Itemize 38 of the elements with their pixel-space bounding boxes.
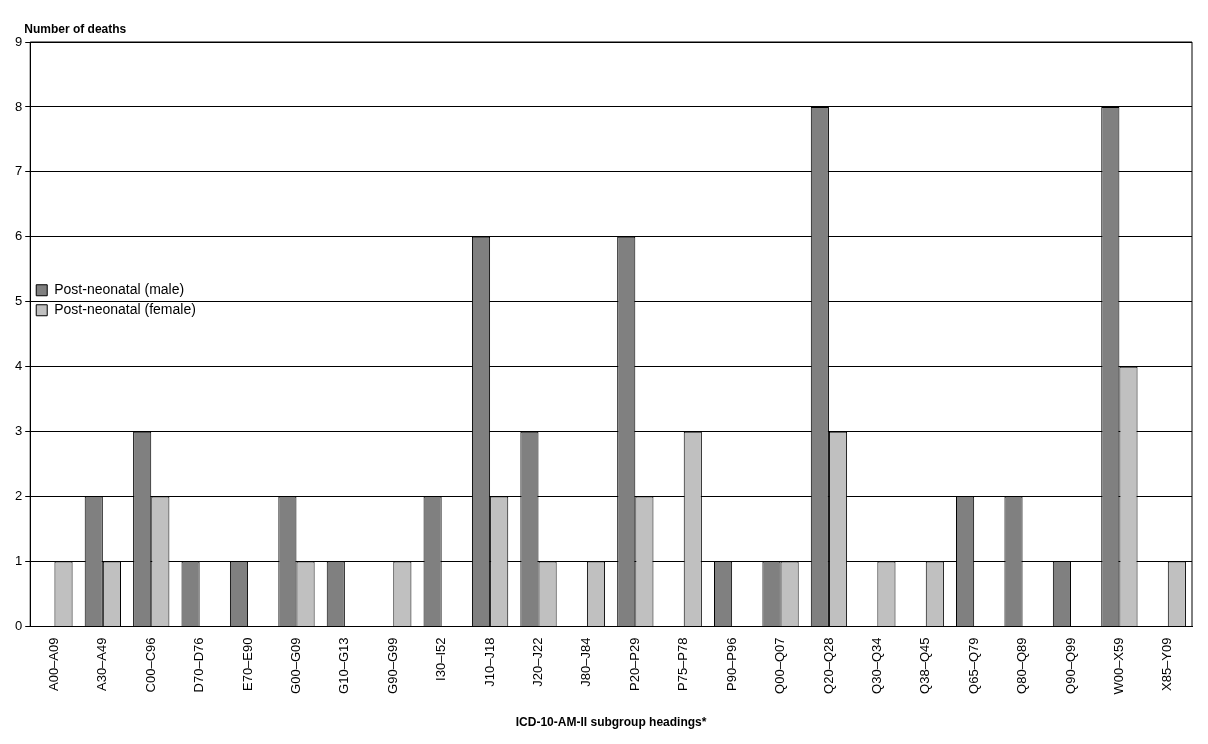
- x-tick-label: G90–G99: [384, 637, 400, 694]
- x-tick-label: X85–Y09: [1159, 637, 1175, 692]
- legend-label: Post-neonatal (male): [54, 281, 185, 298]
- y-tick-label: 3: [15, 423, 23, 439]
- x-tick-label: C00–C96: [142, 637, 158, 693]
- x-tick-label: D70–D76: [191, 637, 207, 693]
- y-tick-label: 4: [15, 358, 23, 374]
- x-tick-label: J80–J84: [578, 637, 594, 687]
- legend-label: Post-neonatal (female): [54, 301, 196, 318]
- x-axis-title: ICD-10-AM-II subgroup headings*: [515, 715, 707, 730]
- y-tick-label: 1: [15, 553, 23, 569]
- y-tick-label: 5: [15, 293, 23, 309]
- y-tick-label: 6: [15, 228, 23, 244]
- x-tick-label: P90–P96: [723, 637, 739, 692]
- x-tick-label: P75–P78: [675, 637, 691, 692]
- x-tick-label: Q65–Q79: [965, 637, 981, 694]
- y-tick-label: 9: [15, 33, 23, 49]
- x-tick-label: J10–J18: [481, 637, 497, 687]
- x-tick-label: G00–G09: [288, 637, 304, 694]
- x-tick-label: A30–A49: [94, 637, 110, 692]
- x-tick-label: Q80–Q89: [1014, 637, 1030, 694]
- x-tick-label: Q20–Q28: [820, 637, 836, 694]
- y-tick-label: 2: [15, 488, 23, 504]
- x-tick-label: W00–X59: [1110, 637, 1126, 695]
- y-tick-label: 8: [15, 98, 23, 114]
- y-tick-label: 7: [15, 163, 23, 179]
- x-tick-label: P20–P29: [626, 637, 642, 692]
- x-tick-label: Q00–Q07: [772, 637, 788, 694]
- x-tick-label: G10–G13: [336, 637, 352, 694]
- x-tick-label: E70–E90: [239, 637, 255, 692]
- y-tick-label: 0: [15, 618, 23, 634]
- x-tick-label: Q30–Q34: [868, 637, 884, 694]
- x-tick-label: Q38–Q45: [917, 637, 933, 694]
- x-tick-label: Q90–Q99: [1062, 637, 1078, 694]
- x-tick-label: A00–A09: [46, 637, 62, 692]
- x-tick-label: I30–I52: [433, 637, 449, 681]
- y-axis-title: Number of deaths: [24, 22, 127, 37]
- x-tick-label: J20–J22: [530, 637, 546, 687]
